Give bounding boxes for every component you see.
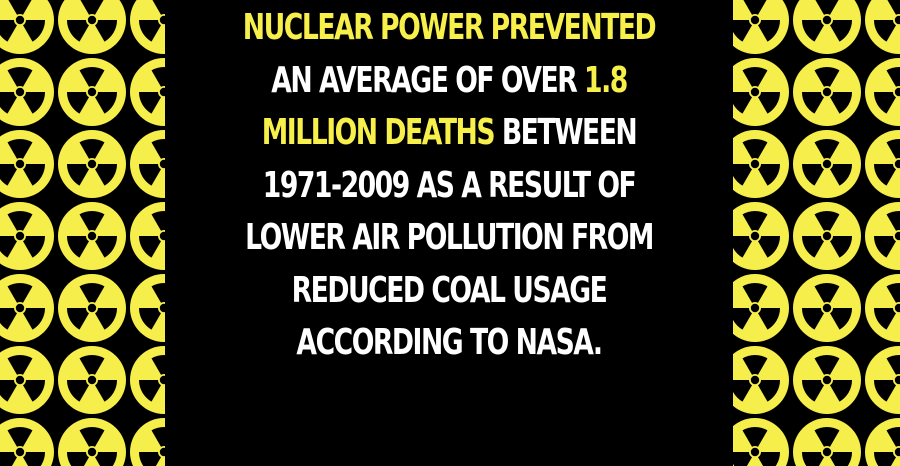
fact-text: NUCLEAR POWER PREVENTED AN AVERAGE OF OV… [239, 2, 659, 370]
fact-line-1: NUCLEAR POWER PREVENTED [239, 2, 659, 55]
fact-line-2: AN AVERAGE OF OVER 1.8 [239, 55, 659, 108]
highlight-text: MILLION DEATHS [261, 112, 496, 153]
plain-text: AN AVERAGE OF OVER [271, 59, 585, 101]
fact-line-4: 1971-2009 AS A RESULT OF [262, 164, 637, 206]
fact-line-3: MILLION DEATHS BETWEEN [239, 107, 659, 160]
fact-line-5: LOWER AIR POLLUTION FROM [245, 217, 654, 258]
left-radiation-pattern [0, 0, 165, 466]
fact-line-7: ACCORDING TO NASA. [296, 322, 603, 363]
highlight-number: 1.8 [584, 59, 628, 101]
plain-text: BETWEEN [494, 112, 638, 153]
text-panel: NUCLEAR POWER PREVENTED AN AVERAGE OF OV… [165, 0, 733, 466]
radiation-trefoil-icon [0, 0, 165, 466]
right-radiation-pattern [733, 0, 900, 466]
fact-line-6: REDUCED COAL USAGE [291, 269, 608, 311]
radiation-trefoil-icon [733, 0, 900, 466]
highlight-text: NUCLEAR POWER PREVENTED [242, 7, 657, 48]
